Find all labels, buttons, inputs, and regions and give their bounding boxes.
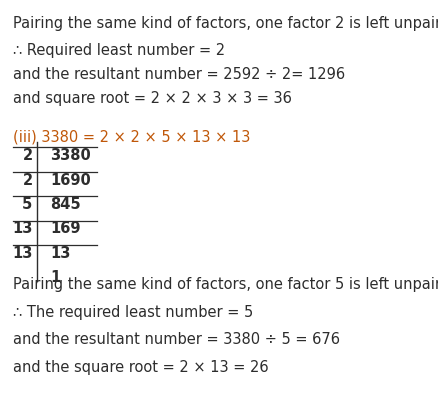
Text: 13: 13 [12,246,32,261]
Text: and the resultant number = 2592 ÷ 2= 1296: and the resultant number = 2592 ÷ 2= 129… [14,67,346,82]
Text: Pairing the same kind of factors, one factor 5 is left unpaired.: Pairing the same kind of factors, one fa… [14,277,438,292]
Text: 1: 1 [50,270,60,285]
Text: and the resultant number = 3380 ÷ 5 = 676: and the resultant number = 3380 ÷ 5 = 67… [14,332,340,347]
Text: 13: 13 [50,246,71,261]
Text: Pairing the same kind of factors, one factor 2 is left unpaired.: Pairing the same kind of factors, one fa… [14,16,438,31]
Text: 13: 13 [12,221,32,236]
Text: ∴ The required least number = 5: ∴ The required least number = 5 [14,304,254,320]
Text: 3380: 3380 [50,148,91,163]
Text: (iii) 3380 = 2 × 2 × 5 × 13 × 13: (iii) 3380 = 2 × 2 × 5 × 13 × 13 [14,130,251,145]
Text: 2: 2 [22,172,32,188]
Text: 169: 169 [50,221,81,236]
Text: 1690: 1690 [50,172,91,188]
Text: ∴ Required least number = 2: ∴ Required least number = 2 [14,43,226,59]
Text: 845: 845 [50,197,81,212]
Text: 2: 2 [22,148,32,163]
Text: 5: 5 [22,197,32,212]
Text: and the square root = 2 × 13 = 26: and the square root = 2 × 13 = 26 [14,360,269,375]
Text: and square root = 2 × 2 × 3 × 3 = 36: and square root = 2 × 2 × 3 × 3 = 36 [14,91,292,105]
